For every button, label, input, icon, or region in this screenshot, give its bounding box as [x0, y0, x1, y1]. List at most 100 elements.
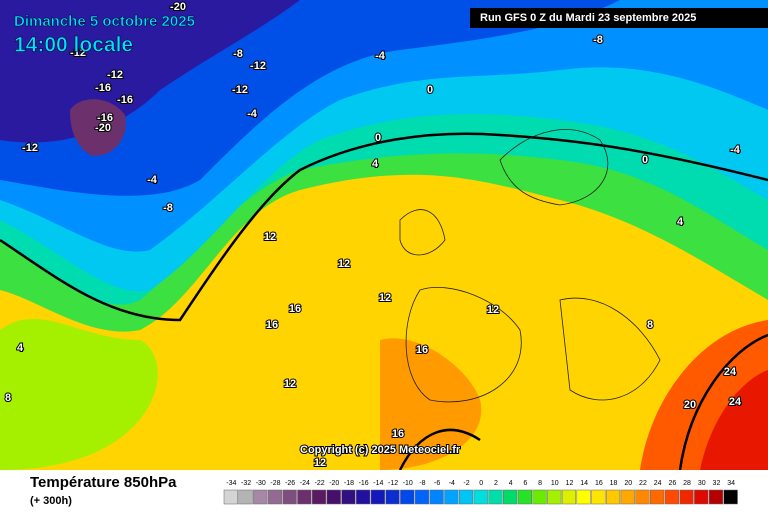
map-date: Dimanche 5 octobre 2025 — [14, 13, 195, 30]
map — [0, 0, 768, 470]
contour-label: 12 — [314, 457, 326, 469]
contour-label: 12 — [338, 258, 350, 270]
legend-label: 24 — [654, 480, 662, 487]
footer-subtitle: (+ 300h) — [30, 495, 72, 507]
legend-swatch — [385, 489, 400, 505]
legend-swatch — [429, 489, 444, 505]
legend-swatch — [547, 489, 562, 505]
legend-swatch — [561, 489, 577, 505]
contour-label: -12 — [250, 60, 266, 72]
contour-label: 20 — [684, 399, 696, 411]
legend-swatch — [458, 489, 474, 505]
legend-swatch — [694, 489, 709, 505]
legend-label: -4 — [449, 480, 455, 487]
legend-swatch — [532, 489, 547, 505]
map-time: 14:00 locale — [14, 34, 133, 57]
legend-swatch — [311, 489, 327, 505]
legend-label: 8 — [538, 480, 542, 487]
legend-label: -8 — [419, 480, 425, 487]
legend-swatch — [238, 489, 253, 505]
contour-label: 8 — [647, 319, 653, 331]
contour-label: 0 — [642, 154, 648, 166]
contour-label: -12 — [22, 142, 38, 154]
legend-label: 30 — [698, 480, 706, 487]
legend-swatch — [370, 489, 385, 505]
contour-label: 16 — [289, 303, 301, 315]
legend-label: 18 — [610, 480, 618, 487]
legend-swatch — [400, 489, 415, 505]
contour-label: 24 — [724, 366, 737, 378]
legend-label: 20 — [624, 480, 632, 487]
legend-label: 32 — [713, 480, 721, 487]
contour-label: 0 — [375, 132, 381, 144]
contour-label: 16 — [416, 344, 428, 356]
legend-swatch — [414, 489, 430, 505]
legend-label: 28 — [683, 480, 691, 487]
contour-label: 24 — [729, 396, 742, 408]
contour-label: -8 — [163, 202, 173, 214]
legend-swatch — [297, 489, 312, 505]
legend-label: -24 — [300, 480, 310, 487]
legend-swatch — [253, 489, 268, 505]
contour-label: -4 — [730, 144, 741, 156]
contour-label: 12 — [379, 292, 391, 304]
legend-label: 16 — [595, 480, 603, 487]
contour-label: -20 — [95, 122, 111, 134]
legend-label: -32 — [241, 480, 251, 487]
contour-label: -20 — [170, 1, 186, 13]
legend-label: 10 — [551, 480, 559, 487]
contour-label: -8 — [593, 34, 603, 46]
legend-swatch — [679, 489, 694, 505]
legend-swatch — [326, 489, 341, 505]
contour-label: 16 — [392, 428, 404, 440]
legend-swatch — [517, 489, 532, 505]
legend-swatch — [488, 489, 503, 505]
contour-label: -4 — [147, 174, 158, 186]
contour-label: 4 — [17, 342, 24, 354]
color-legend: -34 -32 -30 -28 -26 -24 -22 -20 -18 -16 -14 -12 -10-… — [223, 480, 738, 505]
legend-label: -34 — [226, 480, 236, 487]
legend-label: -28 — [270, 480, 280, 487]
contour-label: -16 — [95, 82, 111, 94]
contour-label: -4 — [375, 50, 386, 62]
copyright: Copyright (c) 2025 Meteociel.fr — [300, 444, 461, 456]
legend-swatch — [620, 489, 635, 505]
legend-swatch — [591, 489, 606, 505]
legend-swatch — [605, 489, 621, 505]
legend-label: -20 — [329, 480, 339, 487]
contour-label: 0 — [427, 84, 433, 96]
legend-swatch — [650, 489, 665, 505]
contour-label: -12 — [107, 69, 123, 81]
legend-label: 4 — [509, 480, 513, 487]
legend-label: -14 — [373, 480, 383, 487]
legend-swatch — [503, 489, 518, 505]
contour-label: -12 — [70, 47, 86, 59]
legend-label: 34 — [727, 480, 735, 487]
contour-labels: -20-12-12-16-16-16-20-12-8-12-12-4-4-800… — [4, 0, 743, 470]
legend-label: -22 — [314, 480, 324, 487]
legend-swatch — [708, 489, 724, 505]
contour-label: 12 — [264, 231, 276, 243]
legend-label: -18 — [344, 480, 354, 487]
legend-swatch — [444, 489, 459, 505]
footer-title: Température 850hPa — [30, 474, 177, 491]
legend-label: 14 — [580, 480, 588, 487]
legend-label: -16 — [359, 480, 369, 487]
contour-label: 12 — [284, 378, 296, 390]
contour-label: -12 — [232, 84, 248, 96]
contour-label: 4 — [677, 216, 684, 228]
contour-label: -16 — [117, 94, 133, 106]
contour-label: 16 — [266, 319, 278, 331]
legend-label: -30 — [256, 480, 266, 487]
legend-label: -6 — [434, 480, 440, 487]
legend-label: 2 — [494, 480, 498, 487]
contour-label: -4 — [247, 108, 258, 120]
legend-swatch — [341, 489, 356, 505]
legend-label: -10 — [403, 480, 413, 487]
legend-label: 12 — [566, 480, 574, 487]
legend-label: -2 — [463, 480, 469, 487]
legend-swatch — [576, 489, 591, 505]
legend-label: -12 — [388, 480, 398, 487]
run-banner — [470, 8, 768, 28]
